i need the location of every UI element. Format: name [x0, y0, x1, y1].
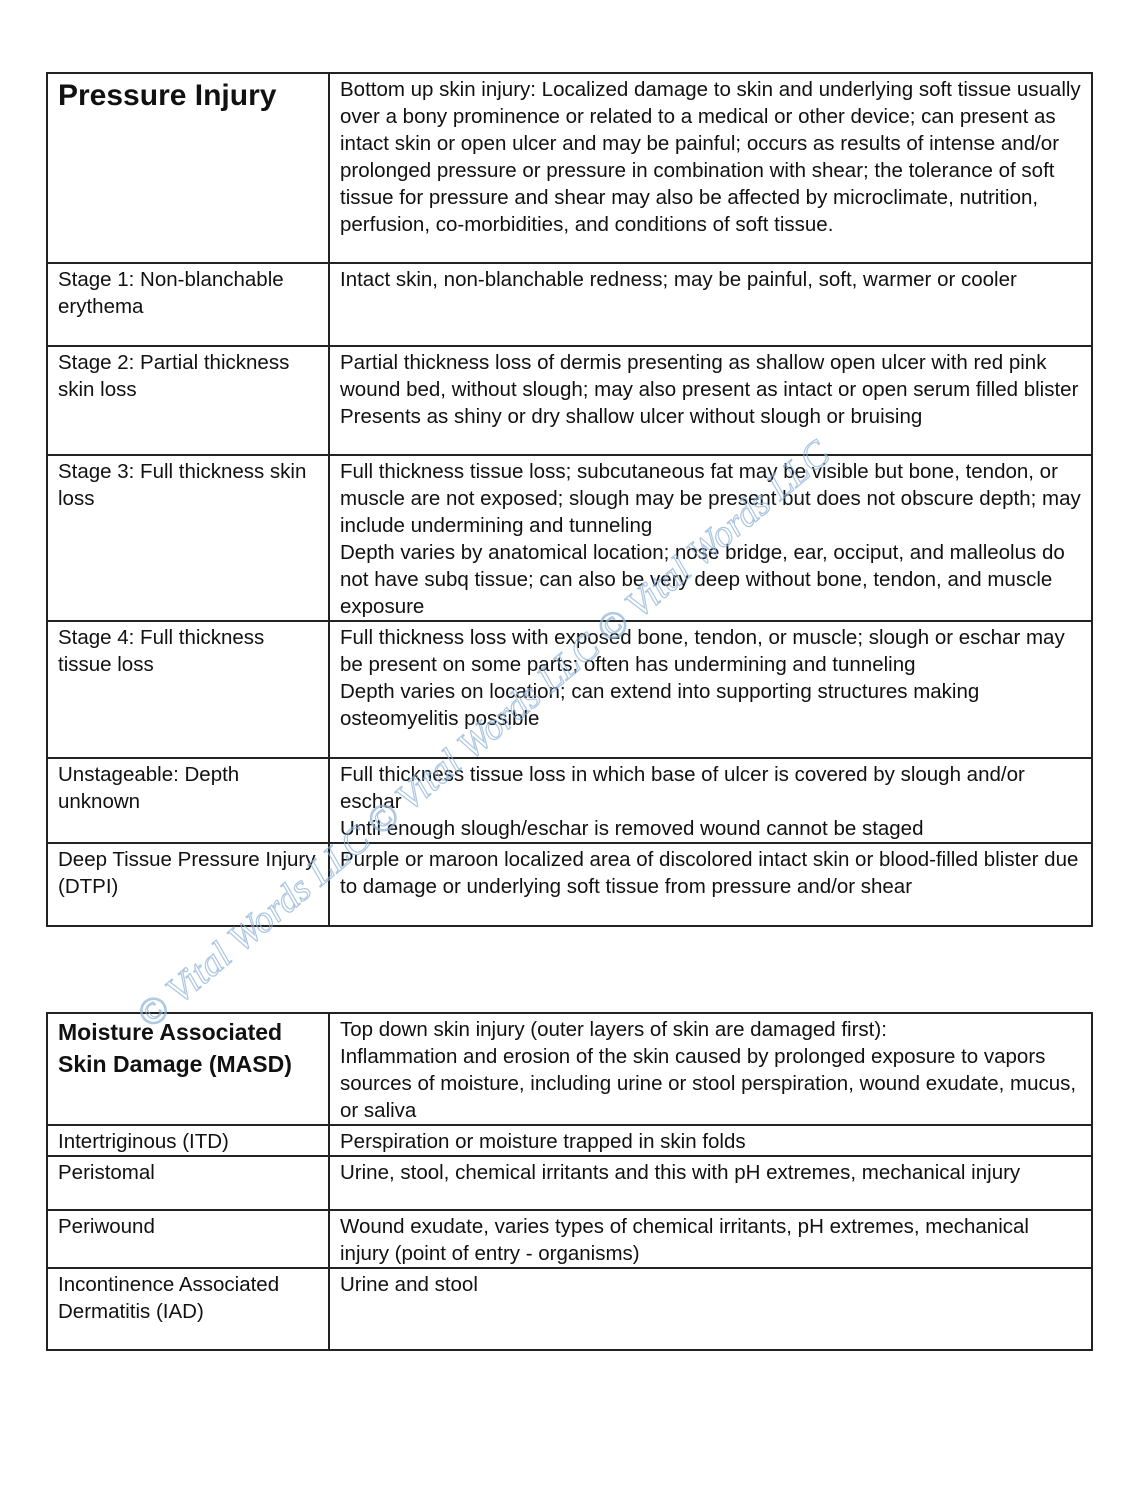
table-row: Stage 3: Full thickness skin loss Full t…: [46, 454, 1093, 622]
definition-cell: Purple or maroon localized area of disco…: [328, 842, 1093, 927]
definition-cell: Partial thickness loss of dermis present…: [328, 345, 1093, 456]
table-header-row: Moisture Associated Skin Damage (MASD) T…: [46, 1012, 1093, 1126]
term-cell: Deep Tissue Pressure Injury (DTPI): [46, 842, 330, 927]
pressure-injury-table: Pressure Injury Bottom up skin injury: L…: [46, 72, 1093, 927]
table-header-row: Pressure Injury Bottom up skin injury: L…: [46, 72, 1093, 264]
table-title: Pressure Injury: [46, 72, 330, 264]
definition-cell: Full thickness loss with exposed bone, t…: [328, 620, 1093, 759]
definition-cell: Urine, stool, chemical irritants and thi…: [328, 1155, 1093, 1211]
term-cell: Incontinence Associated Dermatitis (IAD): [46, 1267, 330, 1351]
table-row: Periwound Wound exudate, varies types of…: [46, 1209, 1093, 1269]
term-cell: Unstageable: Depth unknown: [46, 757, 330, 844]
table-title: Moisture Associated Skin Damage (MASD): [46, 1012, 330, 1126]
table-row: Stage 4: Full thickness tissue loss Full…: [46, 620, 1093, 759]
table-row: Peristomal Urine, stool, chemical irrita…: [46, 1155, 1093, 1211]
term-cell: Stage 3: Full thickness skin loss: [46, 454, 330, 622]
definition-cell: Top down skin injury (outer layers of sk…: [328, 1012, 1093, 1126]
term-cell: Intertriginous (ITD): [46, 1124, 330, 1157]
term-cell: Stage 2: Partial thickness skin loss: [46, 345, 330, 456]
table-row: Stage 2: Partial thickness skin loss Par…: [46, 345, 1093, 456]
definition-cell: Intact skin, non-blanchable redness; may…: [328, 262, 1093, 347]
term-cell: Stage 1: Non-blanchable erythema: [46, 262, 330, 347]
table-row: Stage 1: Non-blanchable erythema Intact …: [46, 262, 1093, 347]
definition-cell: Full thickness tissue loss in which base…: [328, 757, 1093, 844]
term-cell: Periwound: [46, 1209, 330, 1269]
definition-cell: Urine and stool: [328, 1267, 1093, 1351]
definition-cell: Wound exudate, varies types of chemical …: [328, 1209, 1093, 1269]
definition-cell: Full thickness tissue loss; subcutaneous…: [328, 454, 1093, 622]
definition-cell: Perspiration or moisture trapped in skin…: [328, 1124, 1093, 1157]
table-row: Unstageable: Depth unknown Full thicknes…: [46, 757, 1093, 844]
table-row: Intertriginous (ITD) Perspiration or moi…: [46, 1124, 1093, 1157]
term-cell: Stage 4: Full thickness tissue loss: [46, 620, 330, 759]
table-row: Incontinence Associated Dermatitis (IAD)…: [46, 1267, 1093, 1351]
term-cell: Peristomal: [46, 1155, 330, 1211]
definition-cell: Bottom up skin injury: Localized damage …: [328, 72, 1093, 264]
moisture-damage-table: Moisture Associated Skin Damage (MASD) T…: [46, 1012, 1093, 1351]
table-row: Deep Tissue Pressure Injury (DTPI) Purpl…: [46, 842, 1093, 927]
